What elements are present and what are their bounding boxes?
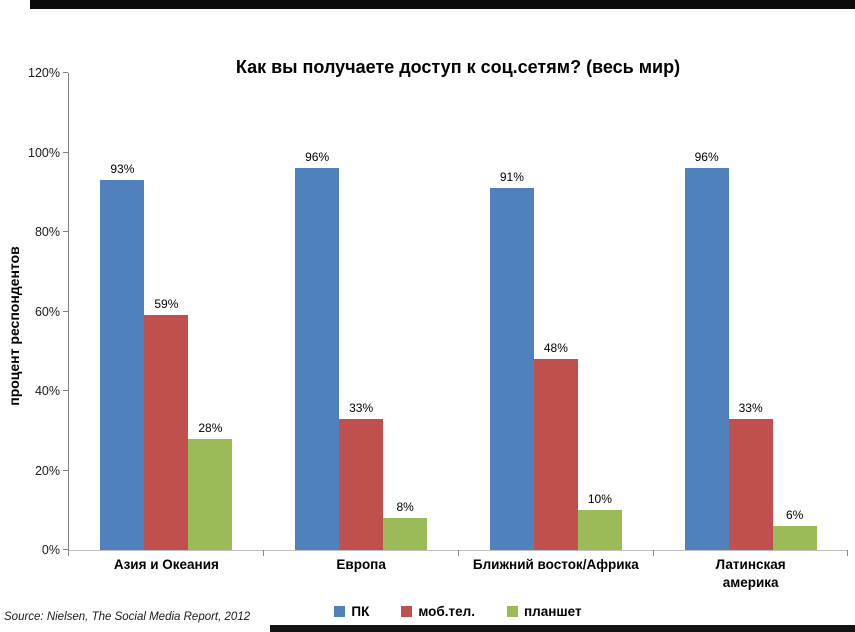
bar-column: 96% (295, 73, 340, 550)
bar-group: 96% 33% 8% (264, 73, 459, 550)
y-tick-mark (63, 151, 68, 153)
bar-value-label: 96% (305, 150, 330, 165)
y-axis-line (68, 73, 69, 551)
bar (489, 188, 534, 550)
bar-value-label: 93% (110, 162, 135, 177)
y-tick-label: 100% (28, 145, 60, 160)
bar-column: 48% (533, 73, 578, 550)
y-tick-mark (63, 310, 68, 312)
bar-column: 33% (728, 73, 773, 550)
y-tick-mark (63, 390, 68, 392)
legend-swatch (334, 606, 346, 617)
y-tick-label: 80% (34, 225, 60, 240)
bar (295, 168, 340, 550)
bar-value-label: 33% (738, 400, 763, 415)
bottom-letterbox-strip (270, 625, 855, 632)
bar-group: 91% 48% 10% (459, 73, 654, 550)
chart-title: Как вы получаете доступ к соц.сетям? (ве… (235, 57, 681, 77)
source-note: Source: Nielsen, The Social Media Report… (4, 611, 251, 623)
legend-item: ПК (334, 604, 369, 619)
category-axis-ticks (68, 550, 848, 556)
bar (533, 359, 578, 550)
bar-value-label: 91% (499, 170, 524, 185)
y-tick-mark (63, 231, 68, 233)
bar-column: 6% (772, 73, 817, 550)
bar (383, 518, 428, 550)
plot-area: 93% 59% 28% 96% 33% 8% 91% 48% 10% 96% 33% 6% (69, 73, 848, 550)
bar-value-label: 8% (396, 500, 414, 515)
bar (188, 438, 233, 550)
bar (144, 315, 189, 550)
top-letterbox-strip (30, 0, 855, 9)
y-tick-mark (63, 549, 68, 550)
y-tick-label: 40% (34, 384, 60, 399)
bar-column: 33% (339, 73, 384, 550)
category-label: Ближний восток/Африка (472, 557, 639, 572)
y-axis-tick-labels: 0% 20% 40% 60% 80% 100% 120% (0, 66, 60, 557)
category-tick (458, 550, 459, 556)
y-tick-mark (63, 72, 68, 73)
y-tick-label: 60% (34, 304, 60, 319)
bar-column: 28% (188, 73, 233, 550)
bar (772, 526, 817, 550)
category-label: Латинская америка (715, 557, 786, 591)
legend-label: ПК (351, 604, 370, 619)
bar-group: 96% 33% 6% (653, 73, 848, 550)
bar-value-label: 96% (694, 150, 719, 165)
legend-item: моб.тел. (401, 604, 475, 619)
category-tick (263, 550, 264, 556)
legend: ПК моб.тел. планшет (68, 604, 848, 619)
legend-label: моб.тел. (418, 604, 475, 619)
bar-value-label: 48% (543, 341, 568, 356)
y-tick-mark (63, 469, 68, 471)
bar-value-label: 10% (587, 492, 612, 507)
bar-column: 91% (489, 73, 534, 550)
bar-column: 10% (577, 73, 622, 550)
bar (339, 418, 384, 550)
bar-column: 8% (383, 73, 428, 550)
legend-swatch (506, 606, 518, 617)
bar (100, 180, 145, 550)
category-label: Европа (336, 557, 386, 572)
legend-label: планшет (523, 604, 582, 619)
bar-value-label: 6% (785, 508, 804, 523)
bar (684, 168, 729, 550)
bar (577, 510, 622, 550)
y-tick-label: 120% (28, 66, 60, 80)
y-axis-tick-marks (63, 72, 68, 550)
legend-item: планшет (506, 604, 582, 619)
bar-group: 93% 59% 28% (69, 73, 264, 550)
category-axis-labels: Азия и Океания Европа Ближний восток/Африк… (69, 556, 848, 592)
bar-value-label: 28% (198, 420, 223, 435)
category-tick (653, 550, 654, 556)
category-tick (68, 550, 69, 556)
bar-column: 96% (684, 73, 729, 550)
bar-value-label: 33% (349, 400, 374, 415)
category-tick (847, 550, 848, 556)
y-tick-label: 0% (41, 543, 60, 557)
bar (728, 418, 773, 550)
legend-swatch (401, 606, 413, 617)
category-label: Азия и Океания (113, 557, 219, 572)
y-tick-label: 20% (34, 463, 60, 478)
bar-value-label: 59% (154, 297, 179, 312)
bar-column: 59% (144, 73, 189, 550)
bar-column: 93% (100, 73, 145, 550)
